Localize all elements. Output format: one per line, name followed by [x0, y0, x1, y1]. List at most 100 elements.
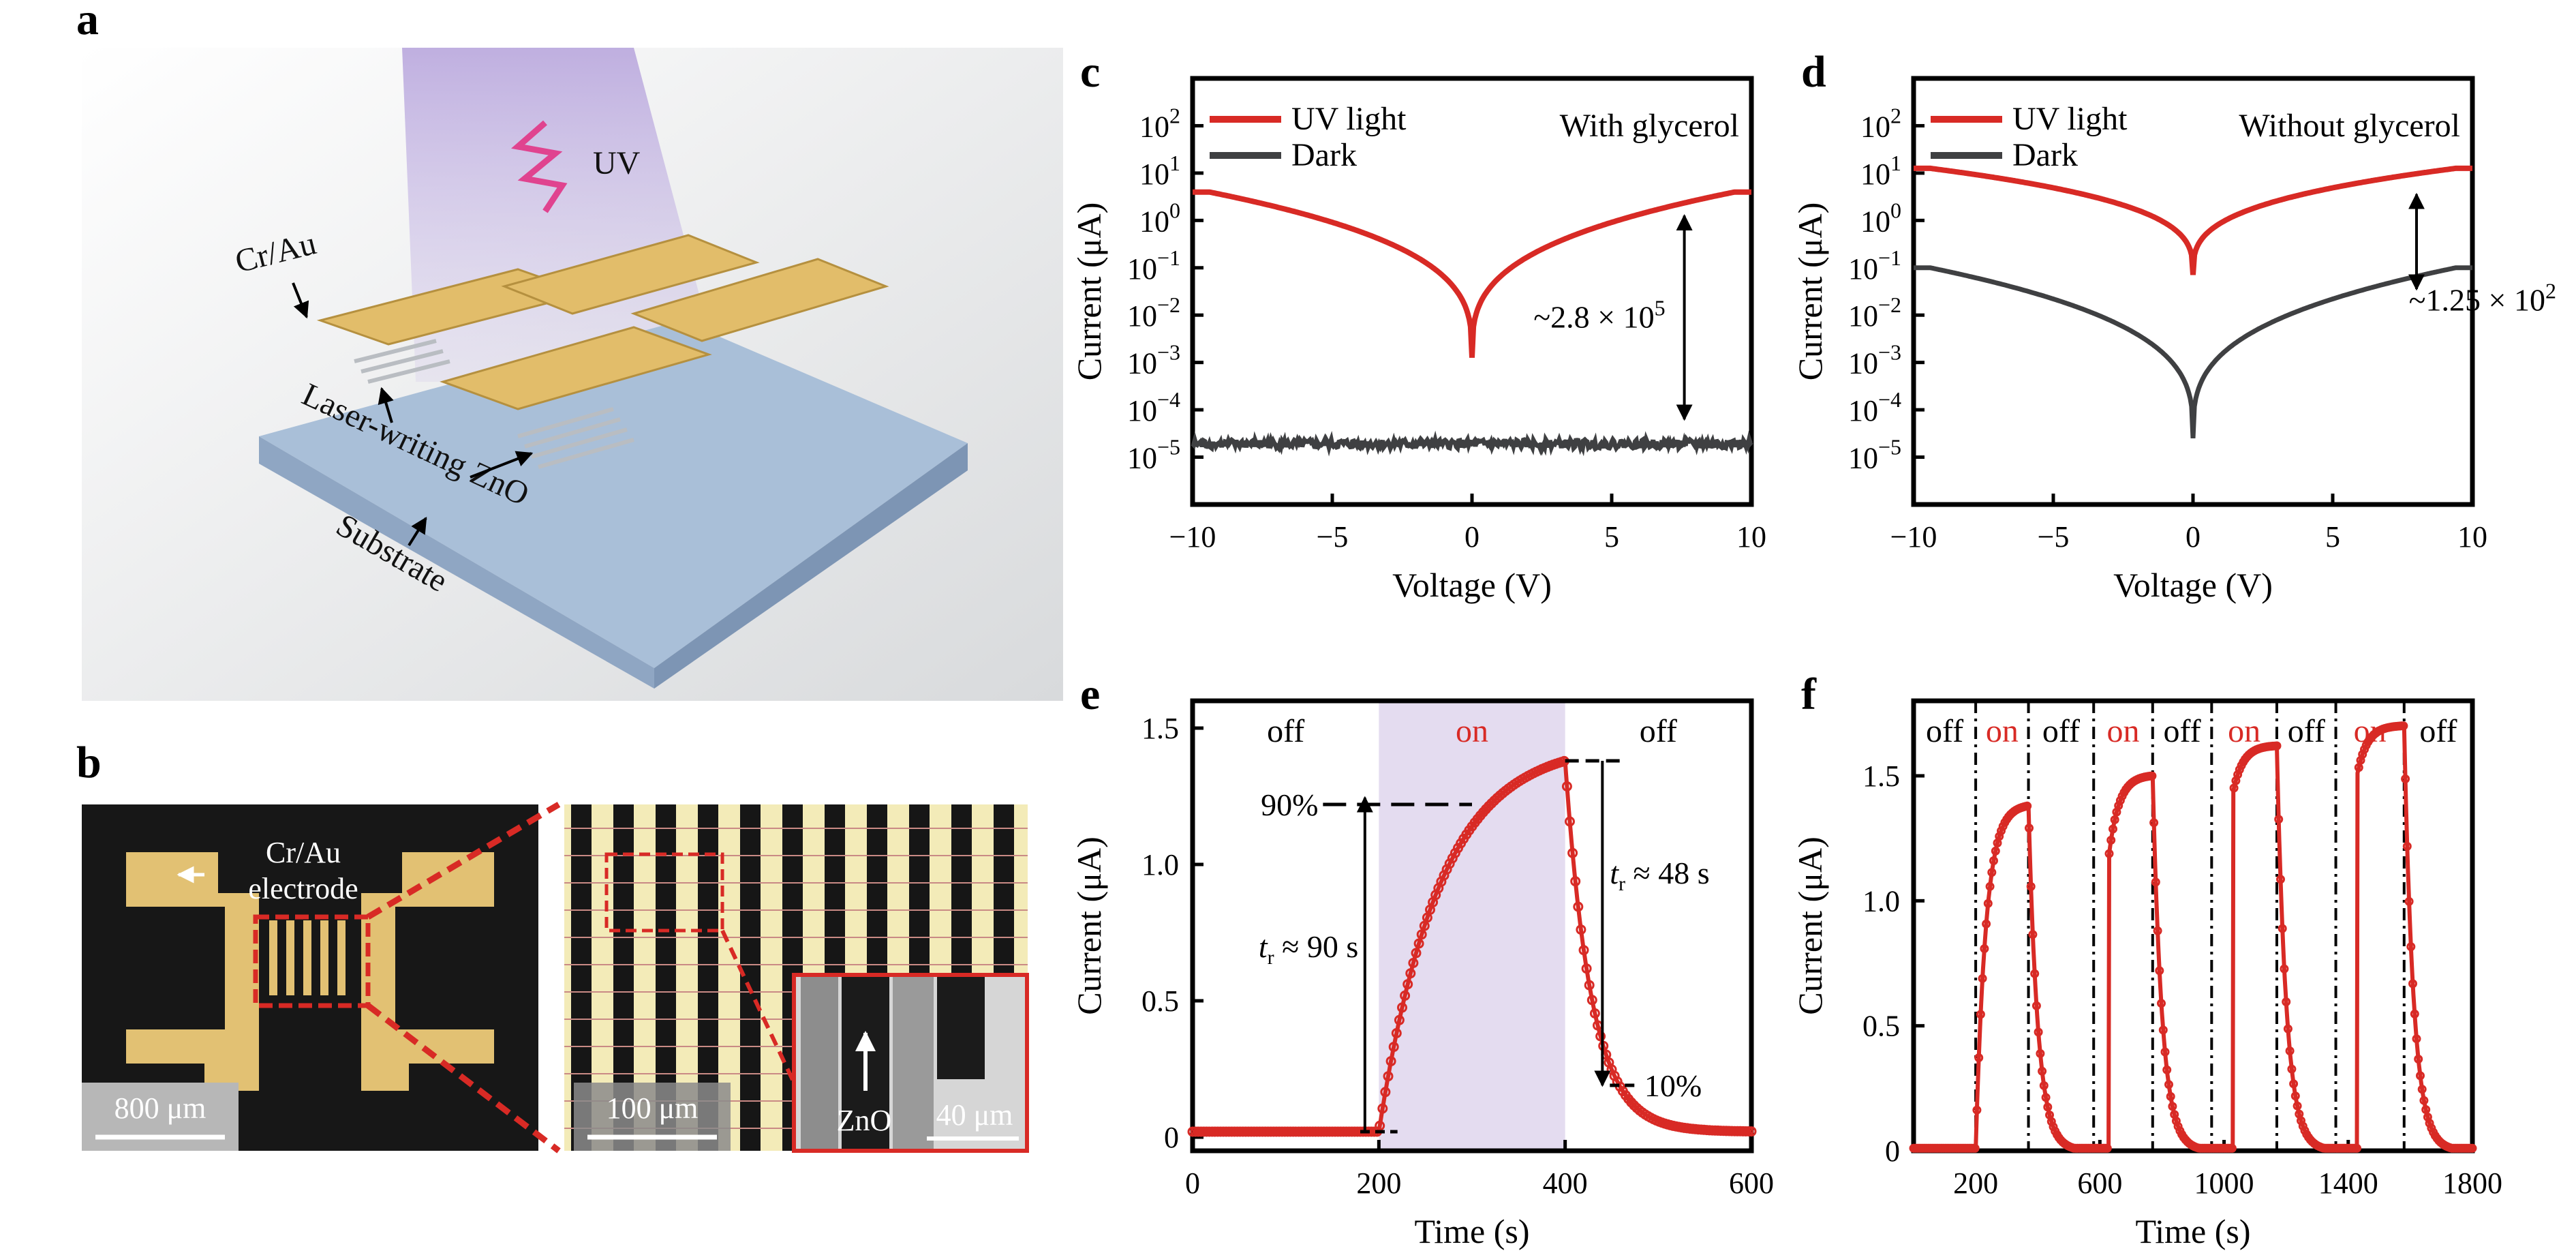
y-tick-label: 100 — [1139, 198, 1180, 238]
data-point — [1411, 948, 1422, 959]
x-tick-label: 600 — [2077, 1166, 2122, 1200]
arrow-substrate — [408, 516, 427, 547]
ratio-label: ~2.8 × 105 — [1533, 296, 1665, 335]
fall-time-label: tr ≈ 48 s — [1610, 856, 1709, 895]
condition-label: Without glycerol — [2239, 108, 2460, 144]
data-point — [1413, 938, 1424, 949]
y-tick-label: 10−3 — [1127, 340, 1180, 380]
data-point — [2414, 1055, 2423, 1064]
data-point — [2049, 1122, 2058, 1132]
legend-label-dark: Dark — [2012, 137, 2078, 173]
y-tick-label: 1.0 — [1141, 848, 1179, 881]
uv-zigzag-icon — [511, 120, 568, 213]
x-tick-label: 0 — [2186, 520, 2201, 554]
data-point — [2026, 881, 2036, 891]
x-tick-label: −10 — [1890, 520, 1937, 554]
y-tick-label: 101 — [1860, 151, 1901, 191]
zoom-line-top — [366, 802, 561, 920]
panel-letter: f — [1801, 669, 1817, 719]
y-tick-label: 10−4 — [1127, 387, 1180, 427]
data-point — [2039, 1081, 2049, 1090]
phase-label: off — [2288, 713, 2325, 749]
data-point — [1408, 958, 1419, 968]
data-point — [1388, 1042, 1399, 1053]
data-point — [1380, 1087, 1391, 1098]
panel-letter: d — [1801, 47, 1826, 97]
y-axis-label: Current (μA) — [1070, 202, 1108, 380]
x-tick-label: −5 — [1317, 520, 1349, 554]
data-point — [1391, 1028, 1402, 1038]
electrode-label-1: Cr/Au — [266, 836, 341, 869]
y-tick-label: 10−5 — [1127, 435, 1180, 475]
panel-letter-a: a — [76, 0, 99, 44]
y-tick-label: 0.5 — [1862, 1010, 1900, 1043]
arrow-zno-1 — [378, 387, 394, 423]
data-point — [2153, 926, 2162, 935]
series-uv-light — [1914, 165, 2472, 275]
data-point — [2287, 1064, 2297, 1074]
electrode-label-2: electrode — [248, 872, 358, 905]
data-point — [2034, 1027, 2043, 1037]
data-point — [2110, 815, 2119, 824]
data-point — [2106, 835, 2116, 845]
y-axis-label: Current (μA) — [1791, 202, 1829, 380]
data-point — [2023, 801, 2032, 811]
data-point — [1997, 826, 2006, 836]
y-axis-label: Current (μA) — [1791, 836, 1829, 1014]
x-tick-label: 200 — [1953, 1166, 1998, 1200]
plot-frame — [1911, 698, 2475, 1154]
y-axis-label: Current (μA) — [1070, 836, 1108, 1014]
x-tick-label: 1400 — [2318, 1166, 2378, 1200]
data-point — [2285, 1046, 2295, 1055]
phase-label: off — [2419, 713, 2457, 749]
data-point — [1584, 980, 1595, 991]
x-tick-label: 0 — [1185, 1166, 1200, 1200]
data-point — [2298, 1121, 2307, 1131]
legend-label-uv: UV light — [1291, 101, 1407, 137]
zoom-box-left — [253, 914, 371, 1008]
x-tick-label: 600 — [1729, 1166, 1774, 1200]
data-point — [2160, 1047, 2170, 1057]
data-point — [2166, 1091, 2175, 1101]
data-point — [2158, 1025, 2168, 1035]
phase-label: off — [1267, 713, 1304, 749]
data-point — [1447, 853, 1458, 864]
condition-label: With glycerol — [1560, 108, 1739, 144]
data-point — [1570, 876, 1581, 887]
legend-label-dark: Dark — [1291, 137, 1357, 173]
x-axis-label: Voltage (V) — [2113, 566, 2273, 604]
data-point — [1991, 846, 2000, 856]
y-tick-label: 100 — [1860, 198, 1901, 238]
substrate-top — [259, 320, 968, 668]
zoom-box-right — [604, 852, 724, 933]
electrode-devices — [316, 234, 889, 469]
data-point — [2290, 1091, 2300, 1101]
x-tick-label: 10 — [2457, 520, 2487, 554]
data-point — [1746, 1126, 1757, 1137]
data-point — [2289, 1079, 2299, 1089]
data-point — [1581, 963, 1592, 974]
panel-letter: c — [1080, 47, 1100, 97]
data-point — [2406, 942, 2416, 952]
data-point — [1974, 1053, 1984, 1062]
data-point — [1586, 995, 1597, 1006]
y-tick-label: 102 — [1860, 103, 1901, 143]
data-point — [2028, 930, 2038, 939]
y-tick-label: 101 — [1139, 151, 1180, 191]
substrate-side-right — [654, 443, 968, 689]
plot-frame — [1190, 698, 1754, 1154]
data-point — [1567, 847, 1578, 858]
data-point — [2425, 1119, 2434, 1128]
data-point — [1402, 979, 1413, 990]
data-point — [2151, 877, 2160, 887]
data-point — [2352, 1143, 2361, 1153]
data-point — [1397, 1002, 1407, 1013]
phase-label: on — [1986, 713, 2019, 749]
x-tick-label: 400 — [1543, 1166, 1588, 1200]
data-point — [1416, 929, 1427, 940]
x-axis-label: Voltage (V) — [1392, 566, 1552, 604]
phase-label: off — [2164, 713, 2201, 749]
x-tick-label: 200 — [1356, 1166, 1401, 1200]
data-point — [2109, 824, 2117, 834]
